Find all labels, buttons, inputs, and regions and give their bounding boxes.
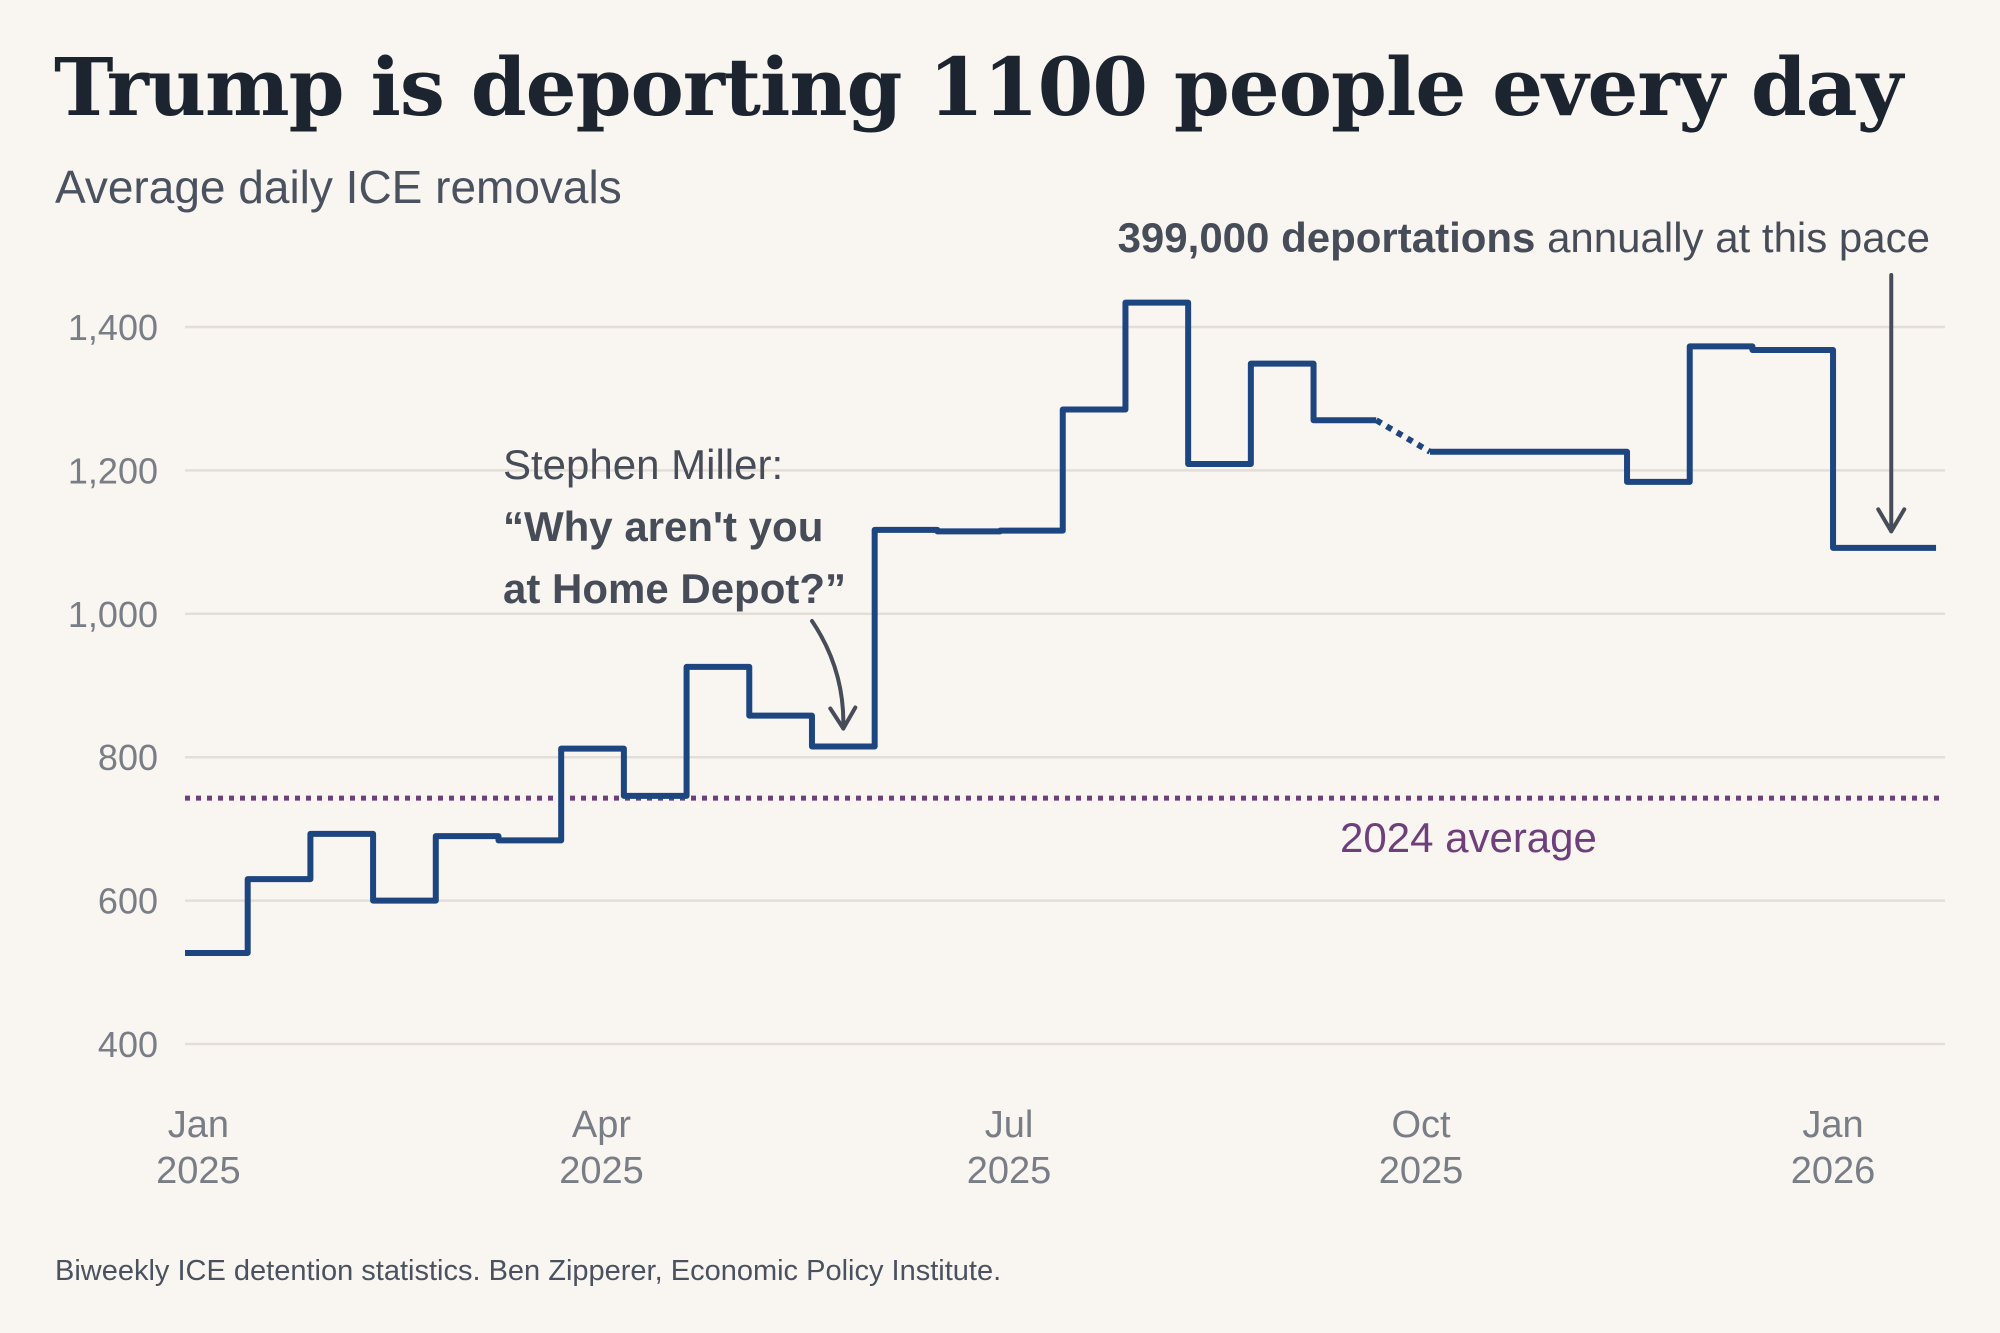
series-daily-removals — [185, 299, 1937, 956]
series-segment-1 — [185, 299, 1377, 956]
chart-subtitle: Average daily ICE removals — [55, 161, 622, 213]
x-tick-label-month: Jan — [168, 1104, 229, 1146]
annotation-pace-arrow-icon — [1876, 273, 1907, 534]
series-segment-2 — [1429, 343, 1937, 551]
source-note: Biweekly ICE detention statistics. Ben Z… — [55, 1255, 1002, 1287]
annotation-miller-line2: “Why aren't you — [503, 503, 823, 550]
x-tick-label-month: Oct — [1391, 1104, 1451, 1146]
y-tick-label: 1,000 — [68, 594, 158, 635]
annotation-pace-rest: annually at this pace — [1535, 214, 1930, 261]
x-tick-label-year: 2025 — [1379, 1150, 1464, 1192]
gridlines — [185, 325, 1945, 1046]
x-tick-label-month: Apr — [572, 1104, 631, 1146]
annotation-miller: Stephen Miller: “Why aren't you at Home … — [503, 441, 858, 731]
annotation-miller-arrow-icon — [810, 619, 858, 731]
y-axis-ticks: 400 600 800 1,000 1,200 1,400 — [68, 307, 158, 1065]
x-tick-label-year: 2025 — [156, 1150, 241, 1192]
annotation-miller-line3: at Home Depot?” — [503, 565, 846, 612]
y-tick-label: 1,400 — [68, 307, 158, 348]
y-tick-label: 400 — [98, 1024, 158, 1065]
reference-line-label: 2024 average — [1340, 814, 1597, 861]
annotation-pace: 399,000 deportations annually at this pa… — [1118, 214, 1930, 534]
y-tick-label: 800 — [98, 737, 158, 778]
annotation-miller-line1: Stephen Miller: — [503, 441, 783, 488]
x-tick-label-month: Jan — [1802, 1104, 1863, 1146]
annotation-pace-bold: 399,000 deportations — [1118, 214, 1536, 261]
y-tick-label: 1,200 — [68, 450, 158, 491]
chart-title: Trump is deporting 1100 people every day — [54, 40, 1903, 134]
y-tick-label: 600 — [98, 881, 158, 922]
x-tick-label-year: 2025 — [559, 1150, 644, 1192]
series-gap-dotted — [1374, 417, 1432, 455]
x-tick-label-year: 2026 — [1791, 1150, 1876, 1192]
annotation-pace-text: 399,000 deportations annually at this pa… — [1118, 214, 1930, 261]
x-tick-label-year: 2025 — [967, 1150, 1052, 1192]
x-tick-label-month: Jul — [985, 1104, 1034, 1146]
